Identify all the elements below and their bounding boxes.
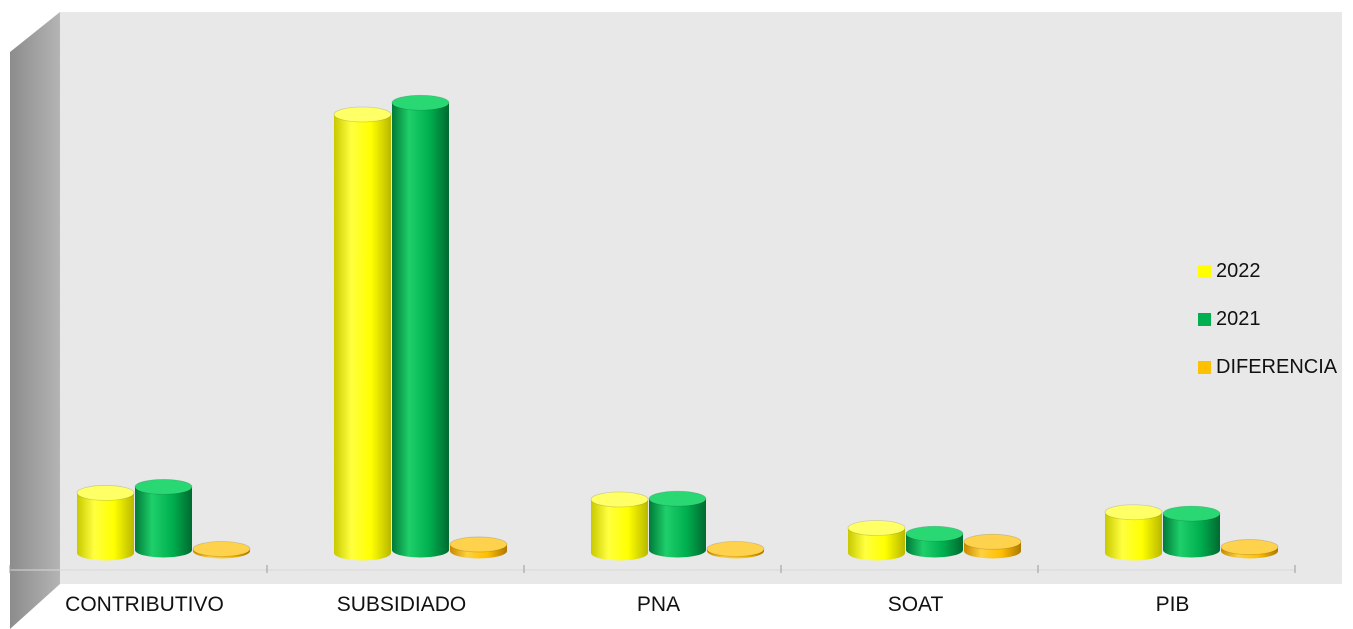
bar-body bbox=[77, 492, 134, 561]
bar-body bbox=[649, 498, 706, 558]
bar-body bbox=[135, 486, 192, 558]
bar-top bbox=[134, 478, 193, 495]
bar-top bbox=[847, 520, 906, 536]
legend: 2022 2021 DIFERENCIA bbox=[1198, 260, 1338, 378]
bar-diferencia-contributivo bbox=[192, 541, 251, 559]
bar-2022-subsidiado bbox=[333, 106, 392, 561]
bar-2021-pib bbox=[1162, 505, 1221, 558]
legend-swatch-2021 bbox=[1198, 313, 1211, 326]
x-axis-ticks bbox=[9, 565, 1296, 573]
x-tick-label: SUBSIDIADO bbox=[337, 593, 467, 616]
bar-series-group bbox=[76, 94, 1279, 561]
bar-body bbox=[392, 102, 449, 558]
bar-top bbox=[1220, 539, 1279, 555]
legend-swatch-diferencia bbox=[1198, 361, 1211, 374]
legend-label-2022: 2022 bbox=[1216, 260, 1261, 282]
legend-swatch-2022 bbox=[1198, 265, 1211, 278]
bar-top bbox=[333, 106, 392, 123]
bar-2022-contributivo bbox=[76, 485, 135, 561]
bar-body bbox=[334, 114, 391, 561]
bar-top bbox=[391, 94, 450, 111]
bar-2022-pib bbox=[1104, 504, 1163, 561]
bar-2021-contributivo bbox=[134, 478, 193, 558]
x-tick-label: CONTRIBUTIVO bbox=[65, 593, 224, 616]
plot-back-wall-texture bbox=[60, 12, 1342, 584]
bar-body bbox=[591, 499, 648, 561]
bar-body bbox=[1105, 512, 1162, 561]
x-axis-tick-labels: CONTRIBUTIVO SUBSIDIADO PNA SOAT PIB bbox=[65, 593, 1189, 616]
bar-top bbox=[192, 541, 251, 557]
bar-top bbox=[590, 491, 649, 508]
bar-2022-soat bbox=[847, 520, 906, 561]
bar-top bbox=[706, 541, 765, 557]
bar-top bbox=[905, 525, 964, 542]
bar-top bbox=[1104, 504, 1163, 521]
bar-diferencia-soat bbox=[963, 533, 1022, 559]
bar-body bbox=[848, 528, 905, 561]
bar-diferencia-subsidiado bbox=[449, 536, 508, 559]
bar-2021-pna bbox=[648, 490, 707, 558]
bar-top bbox=[449, 536, 508, 553]
bar-top bbox=[648, 490, 707, 507]
legend-label-diferencia: DIFERENCIA bbox=[1216, 356, 1338, 378]
x-tick-label: PIB bbox=[1156, 593, 1190, 616]
bar-2021-subsidiado bbox=[391, 94, 450, 558]
x-tick-label: PNA bbox=[637, 593, 680, 616]
bar-top bbox=[76, 485, 135, 501]
plot-side-wall bbox=[10, 12, 60, 629]
x-tick-label: SOAT bbox=[888, 593, 944, 616]
bar-diferencia-pna bbox=[706, 541, 765, 559]
legend-label-2021: 2021 bbox=[1216, 308, 1261, 330]
bar-body bbox=[1163, 513, 1220, 558]
bar-2022-pna bbox=[590, 491, 649, 561]
bar-top bbox=[963, 533, 1022, 550]
bar-diferencia-pib bbox=[1220, 539, 1279, 559]
bar-2021-soat bbox=[905, 525, 964, 558]
bar-top bbox=[1162, 505, 1221, 522]
